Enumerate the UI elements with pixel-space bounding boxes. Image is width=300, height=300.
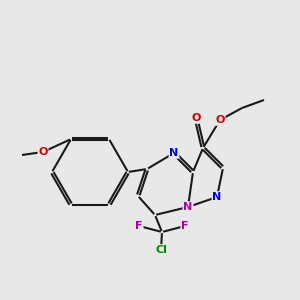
Text: F: F <box>135 221 143 231</box>
Text: N: N <box>183 202 193 212</box>
Text: N: N <box>212 192 222 202</box>
Text: F: F <box>181 221 189 231</box>
Text: Cl: Cl <box>155 245 167 255</box>
Text: O: O <box>215 115 225 125</box>
Text: O: O <box>38 147 48 157</box>
Text: N: N <box>169 148 178 158</box>
Text: O: O <box>191 113 201 123</box>
